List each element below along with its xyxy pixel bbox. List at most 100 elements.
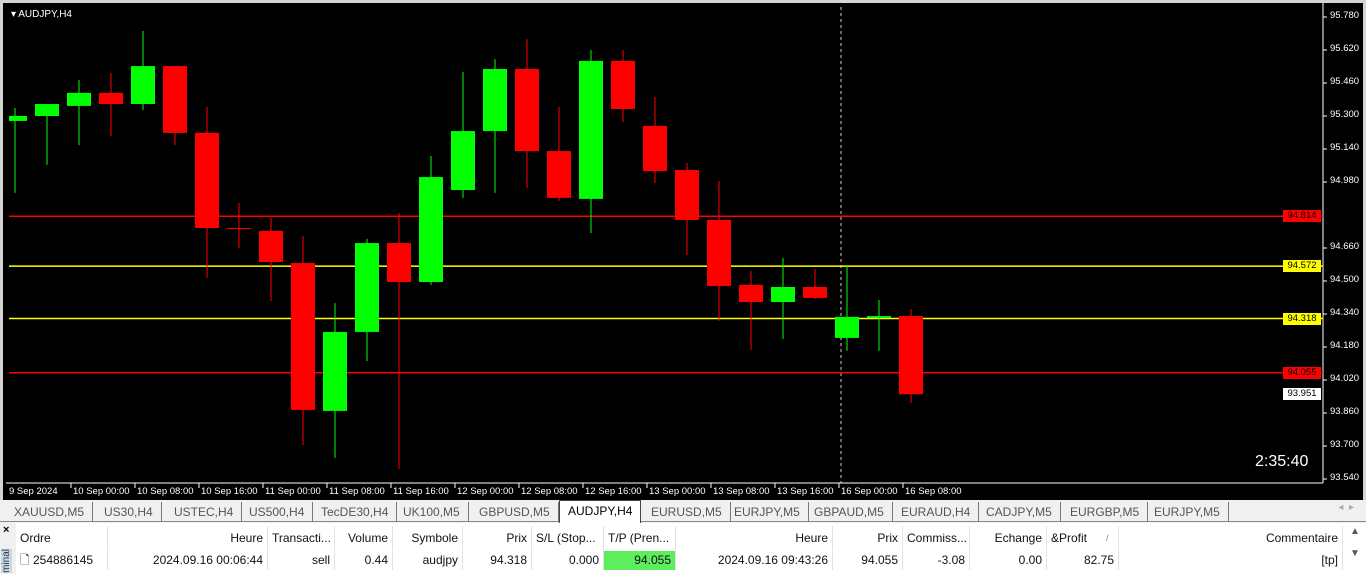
order-id: 254886145 <box>32 553 94 567</box>
column-header[interactable]: Prix <box>833 526 903 550</box>
tab-tecde30-h4[interactable]: TecDE30,H4 <box>313 502 398 522</box>
candle <box>867 299 891 351</box>
candle <box>355 238 379 362</box>
tab-eurusd-m5[interactable]: EURUSD,M5 <box>643 502 731 522</box>
chart-symbol-label[interactable]: ▾ AUDJPY,H4 <box>11 9 72 20</box>
tab-audjpy-h4[interactable]: AUDJPY,H4 <box>559 500 642 523</box>
candle <box>899 309 923 403</box>
sort-indicator: / <box>1106 533 1109 543</box>
candlestick-chart[interactable] <box>3 3 1366 503</box>
column-header[interactable]: Prix <box>463 526 532 550</box>
time-axis-label: 9 Sep 2024 <box>9 486 58 497</box>
time-axis-label: 11 Sep 16:00 <box>393 486 449 497</box>
column-header[interactable]: Ordre <box>16 526 108 550</box>
level-price-label: 94.572 <box>1283 260 1321 273</box>
close-icon[interactable]: × <box>3 524 10 536</box>
price-axis-label: 95.460 <box>1330 76 1360 87</box>
candle-body <box>515 68 539 152</box>
candle-body <box>547 151 571 198</box>
candle <box>579 50 603 233</box>
candle-body <box>419 177 443 283</box>
price-axis-label: 95.300 <box>1330 109 1360 120</box>
candle-body <box>259 230 283 263</box>
time-axis-label: 10 Sep 00:00 <box>73 486 130 497</box>
candle <box>771 257 795 339</box>
table-cell: 2024.09.16 00:06:44 <box>108 551 268 570</box>
column-header[interactable]: Heure <box>676 526 833 550</box>
candle-body <box>771 286 795 303</box>
time-axis-label: 11 Sep 08:00 <box>329 486 385 497</box>
time-axis-label: 11 Sep 00:00 <box>265 486 321 497</box>
tab-us500-h4[interactable]: US500,H4 <box>241 502 314 522</box>
price-axis-label: 94.500 <box>1330 274 1360 285</box>
candle-body <box>579 60 603 199</box>
candle <box>387 212 411 469</box>
table-cell: 2024.09.16 09:43:26 <box>676 551 833 570</box>
candle-body <box>899 316 923 395</box>
candle <box>675 163 699 256</box>
tab-gbpusd-m5[interactable]: GBPUSD,M5 <box>471 502 559 522</box>
candle-body <box>707 219 731 286</box>
column-header[interactable]: T/P (Pren... <box>604 526 676 550</box>
table-cell: 94.055 <box>604 551 676 570</box>
tab-cadjpy-m5[interactable]: CADJPY,M5 <box>978 502 1061 522</box>
order-icon: 🗋 <box>20 553 33 567</box>
column-header[interactable]: S/L (Stop... <box>532 526 604 550</box>
table-cell: 0.00 <box>970 551 1047 570</box>
candle <box>35 104 59 165</box>
tab-xauusd-m5[interactable]: XAUUSD,M5 <box>6 502 94 522</box>
candle <box>131 31 155 111</box>
column-header[interactable]: &Profit <box>1047 526 1119 550</box>
candle-body <box>163 66 187 133</box>
time-axis-label: 10 Sep 08:00 <box>137 486 194 497</box>
column-header[interactable]: Echange <box>970 526 1047 550</box>
table-cell: [tp] <box>1119 551 1343 570</box>
column-header[interactable]: Symbole <box>393 526 463 550</box>
candle-body <box>867 316 891 318</box>
tab-eurgbp-m5[interactable]: EURGBP,M5 <box>1062 502 1149 522</box>
candle <box>835 265 859 351</box>
tab-euraud-h4[interactable]: EURAUD,H4 <box>893 502 980 522</box>
time-axis-label: 12 Sep 08:00 <box>521 486 578 497</box>
symbol-text: AUDJPY,H4 <box>18 9 72 20</box>
tab-uk100-m5[interactable]: UK100,M5 <box>395 502 469 522</box>
table-cell: -3.08 <box>903 551 970 570</box>
candle <box>67 79 91 146</box>
candle-body <box>675 170 699 220</box>
table-cell: sell <box>268 551 335 570</box>
table-cell: 0.000 <box>532 551 604 570</box>
tab-eurjpy-m5[interactable]: EURJPY,M5 <box>726 502 809 522</box>
candle <box>515 39 539 188</box>
price-axis-label: 95.620 <box>1330 43 1360 54</box>
tab-eurjpy-m5[interactable]: EURJPY,M5 <box>1146 502 1229 522</box>
chart-window[interactable]: ▾ AUDJPY,H4 2:35:40 95.780 95.620 95.460 95… <box>0 0 1366 500</box>
column-header[interactable]: Commiss... <box>903 526 970 550</box>
price-axis-label: 93.540 <box>1330 472 1360 483</box>
time-axis-label: 16 Sep 08:00 <box>905 486 962 497</box>
time-axis-label: 13 Sep 00:00 <box>649 486 706 497</box>
column-header[interactable]: Heure <box>108 526 268 550</box>
table-cell: 82.75 <box>1047 551 1119 570</box>
table-cell: audjpy <box>393 551 463 570</box>
scrollbar[interactable]: ▲ ▼ <box>1350 526 1360 559</box>
tab-gbpaud-m5[interactable]: GBPAUD,M5 <box>806 502 893 522</box>
column-header[interactable]: Volume <box>335 526 393 550</box>
column-header[interactable]: Commentaire <box>1119 526 1343 550</box>
candle <box>291 236 315 445</box>
candle <box>163 66 187 146</box>
candle <box>643 97 667 184</box>
candle-body <box>483 68 507 132</box>
price-axis-label: 94.980 <box>1330 175 1360 186</box>
tab-ustec-h4[interactable]: USTEC,H4 <box>166 502 243 522</box>
tab-us30-h4[interactable]: US30,H4 <box>96 502 162 522</box>
tab-scroll-arrows[interactable]: ◂ ▸ <box>1338 502 1354 513</box>
candle <box>195 106 219 278</box>
price-axis-label: 95.780 <box>1330 10 1360 21</box>
price-axis-label: 94.020 <box>1330 373 1360 384</box>
column-header[interactable]: Transacti... <box>268 526 335 550</box>
table-cell: 🗋 254886145 <box>16 551 108 570</box>
table-cell: 0.44 <box>335 551 393 570</box>
candle-body <box>739 284 763 303</box>
price-axis-label: 95.140 <box>1330 142 1360 153</box>
price-axis-label: 94.660 <box>1330 241 1360 252</box>
